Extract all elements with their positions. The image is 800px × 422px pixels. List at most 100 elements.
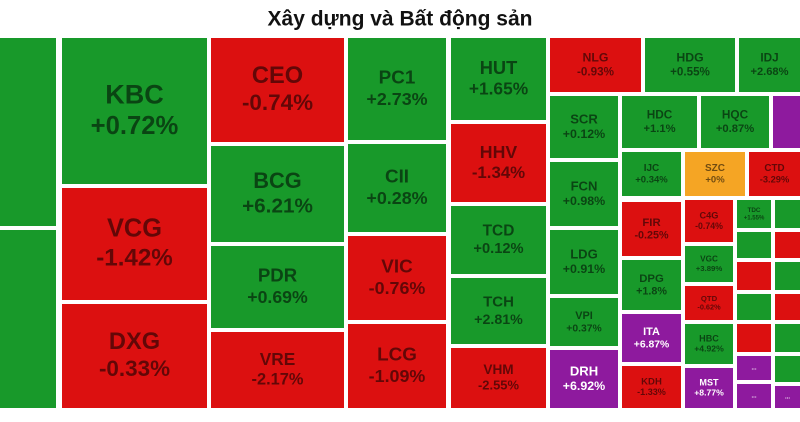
tile <box>622 366 681 408</box>
tile <box>685 200 733 242</box>
tile-value: +1.55% <box>744 215 765 221</box>
tile-label: HHV <box>480 142 518 162</box>
tile <box>622 202 681 256</box>
tile-label: SZC <box>705 163 725 174</box>
clipped-tile <box>0 230 56 408</box>
tile-label: LDG <box>570 246 598 261</box>
tile-value: +0.72% <box>91 112 179 140</box>
tile-label: IJC <box>644 163 660 174</box>
tile-value: -1.34% <box>472 163 525 182</box>
tile <box>211 332 344 408</box>
tile <box>622 96 697 148</box>
tile-label: PDR <box>258 265 298 286</box>
tile-value: +2.73% <box>366 89 427 109</box>
tile-label: VCG <box>107 215 162 243</box>
small-tile <box>775 356 800 382</box>
tile-value: +4.92% <box>694 344 724 354</box>
tile-label: ITA <box>643 326 660 338</box>
tile-label: TDC <box>747 207 760 214</box>
tile <box>685 246 733 282</box>
tile-label: DPG <box>639 273 664 285</box>
tile-value: +2.81% <box>474 312 523 328</box>
tile-value: -1.09% <box>369 366 426 386</box>
tile-value: -0.76% <box>369 278 426 298</box>
small-tile <box>737 324 771 352</box>
tile-value: +1.1% <box>643 123 675 135</box>
tile <box>685 286 733 320</box>
tile-value: -0.74% <box>242 90 313 115</box>
tile-value: +1.65% <box>469 79 528 99</box>
tile <box>211 146 344 242</box>
tile-value: -0.62% <box>697 303 721 312</box>
tile <box>550 96 618 158</box>
tile <box>685 368 733 408</box>
tile-label: IDJ <box>760 52 778 65</box>
tile <box>749 152 800 196</box>
tile <box>211 38 344 142</box>
tile-value: +0.98% <box>563 194 605 208</box>
small-tile <box>737 262 771 290</box>
tile-label: KBC <box>105 79 164 109</box>
tile-label: SCR <box>570 111 598 126</box>
tile-value: +0.55% <box>670 65 710 78</box>
small-tile <box>737 294 771 320</box>
chart-title: Xây dựng và Bất động sản <box>268 8 533 31</box>
tile <box>211 246 344 328</box>
tile <box>348 324 446 408</box>
tile-value: -0.25% <box>634 230 669 242</box>
tile-label: TCH <box>483 294 514 311</box>
tile <box>645 38 735 92</box>
small-tile <box>775 262 800 290</box>
tile <box>348 236 446 320</box>
tile-value: -3.29% <box>760 174 790 184</box>
small-tile <box>775 294 800 320</box>
tile-value: +8.77% <box>694 388 724 398</box>
tile-label: VGC <box>700 255 718 264</box>
tile-value: -2.17% <box>252 371 304 389</box>
tile-label: HBC <box>699 333 719 343</box>
tile-label: HUT <box>480 57 518 78</box>
tile-value: +1.8% <box>636 286 667 298</box>
tile <box>550 162 618 226</box>
tile-value: +0.12% <box>563 127 605 141</box>
tile-label: FIR <box>642 217 660 229</box>
tile-label: ... <box>751 366 756 372</box>
tile-value: +3.89% <box>696 264 723 273</box>
tile <box>622 260 681 310</box>
small-tile <box>775 232 800 258</box>
tile-label: HDG <box>676 50 703 64</box>
tile-value: -2.55% <box>478 378 519 393</box>
tile <box>451 348 546 408</box>
tile-label: ... <box>785 395 790 401</box>
tile-label: HDC <box>647 108 673 122</box>
clipped-tile <box>0 38 56 226</box>
tile-value: +0.28% <box>366 188 427 208</box>
tile-value: +0% <box>705 175 725 186</box>
tile-value: +0.34% <box>635 175 668 186</box>
tile-value: +0.91% <box>563 262 605 276</box>
tile-label: VHM <box>483 362 513 377</box>
tile-label: CII <box>385 166 409 187</box>
tile <box>685 324 733 364</box>
tile <box>62 304 207 408</box>
tile-label: LCG <box>377 344 417 365</box>
tile-value: -1.33% <box>637 387 666 397</box>
tile <box>739 38 800 92</box>
tile-label: VPI <box>575 310 593 322</box>
tile-label: TCD <box>483 223 515 240</box>
tile <box>550 38 641 92</box>
tile <box>685 152 745 196</box>
tile-label: BCG <box>253 168 301 193</box>
tile <box>737 384 771 408</box>
tile <box>451 124 546 202</box>
tile-label: C4G <box>700 210 719 220</box>
tile <box>737 356 771 380</box>
tile <box>550 230 618 294</box>
tile <box>550 350 618 408</box>
tile <box>348 144 446 232</box>
tile-label: DRH <box>570 363 598 378</box>
tile-value: +0.12% <box>473 241 523 257</box>
tile-label: ... <box>751 394 756 400</box>
tile-value: +2.68% <box>750 66 788 78</box>
